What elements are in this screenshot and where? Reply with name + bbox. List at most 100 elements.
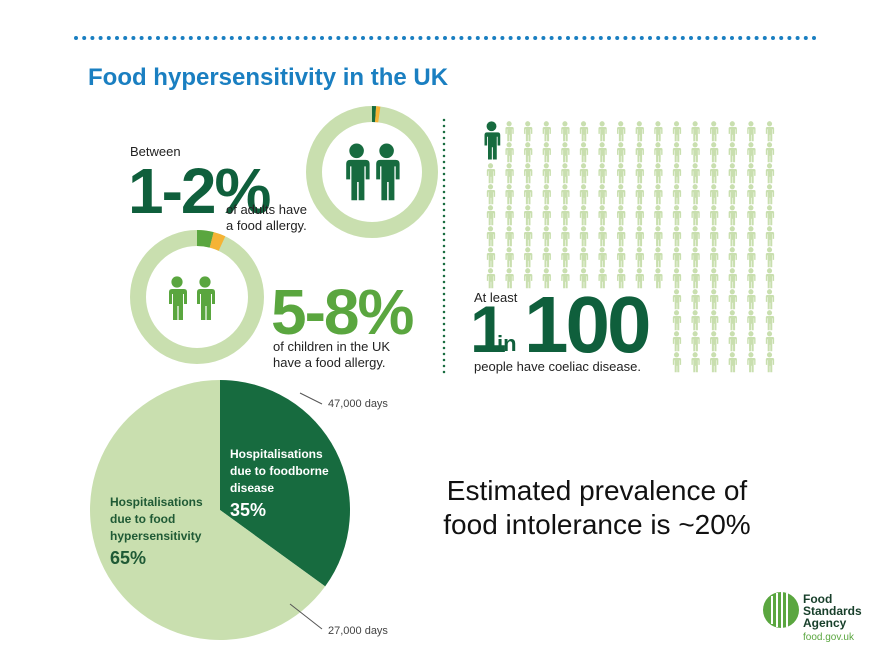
logo-text: Standards [803,604,862,618]
person-icon [747,310,756,331]
person-icon [765,289,775,310]
person-icon [484,121,501,160]
person-icon [747,331,756,352]
person-icon [747,163,756,184]
person-icon [524,184,533,205]
person-icon [710,310,719,331]
person-icon [691,352,700,373]
person-icon [710,247,719,268]
person-icon [561,163,570,184]
pie-slice [220,380,350,587]
adults-donut [306,106,438,238]
person-icon [486,205,496,226]
children-caption: have a food allergy. [273,355,386,370]
title: Food hypersensitivity in the UK [88,64,449,91]
person-icon [654,268,663,289]
adults-caption: a food allergy. [226,218,307,233]
person-icon [598,142,607,163]
logo-text: Food [803,592,832,606]
person-icon [765,352,775,373]
slice-value-label: 35% [230,500,266,520]
pie-chart: Hospitalisations due to foodborne disease 3… [90,379,388,640]
person-icon [747,247,756,268]
person-icon [691,184,700,205]
person-icon [728,268,737,289]
person-icon [691,310,700,331]
person-icon [635,121,644,142]
person-icon [542,184,551,205]
person-icon [728,205,737,226]
person-icon [765,163,775,184]
person-icon [672,121,682,142]
person-icon [672,142,682,163]
person-icon [598,205,607,226]
person-icon [579,226,589,247]
person-icon [561,205,570,226]
person-icon [654,142,663,163]
person-icon [654,205,663,226]
person-icon [710,142,719,163]
person-icon [486,184,496,205]
person-icon [505,142,514,163]
person-icon [728,289,737,310]
coeliac-hundred: 100 [524,280,649,369]
person-icon [765,142,775,163]
callout-label: 47,000 days [328,398,388,410]
intolerance-text: Estimated prevalence of [447,475,748,506]
person-icon [598,121,607,142]
person-icon [654,121,663,142]
person-icon [710,331,719,352]
person-icon [561,247,570,268]
person-icon [579,184,589,205]
person-icon [710,226,719,247]
person-icon [728,226,737,247]
person-icon [524,142,533,163]
person-icon [579,247,589,268]
person-icon [728,184,737,205]
person-icon [691,268,700,289]
person-icon [561,184,570,205]
person-icon [505,163,514,184]
logo-text: Agency [803,616,847,630]
coeliac-one: 1 [470,292,507,366]
person-icon [579,163,589,184]
person-icon [617,247,626,268]
person-icon [654,163,663,184]
person-icon [691,289,700,310]
person-icon [672,268,682,289]
person-icon [765,331,775,352]
coeliac-in: in [497,331,517,356]
person-icon [524,121,533,142]
pie-slice [90,379,326,640]
person-icon [635,226,644,247]
children-caption: of children in the UK [273,339,390,354]
person-icon [747,352,756,373]
person-icon [579,142,589,163]
person-icon [617,226,626,247]
person-icon [710,205,719,226]
person-icon [765,226,775,247]
person-icon [617,163,626,184]
person-icon [710,352,719,373]
person-icon [747,268,756,289]
person-icon [672,352,682,373]
person-icon [542,163,551,184]
person-icon [598,247,607,268]
person-icon [505,247,514,268]
person-icon [747,121,756,142]
person-icon [728,310,737,331]
person-icon [617,142,626,163]
person-icon [747,205,756,226]
callout-line [289,603,323,630]
callout-label: 27,000 days [328,625,388,637]
person-icon [691,121,700,142]
person-icon [710,163,719,184]
person-icon [654,247,663,268]
person-icon [542,142,551,163]
person-icon [486,163,496,184]
person-icon [505,268,514,289]
person-icon [728,352,737,373]
children-donut [130,230,264,364]
person-icon [728,247,737,268]
